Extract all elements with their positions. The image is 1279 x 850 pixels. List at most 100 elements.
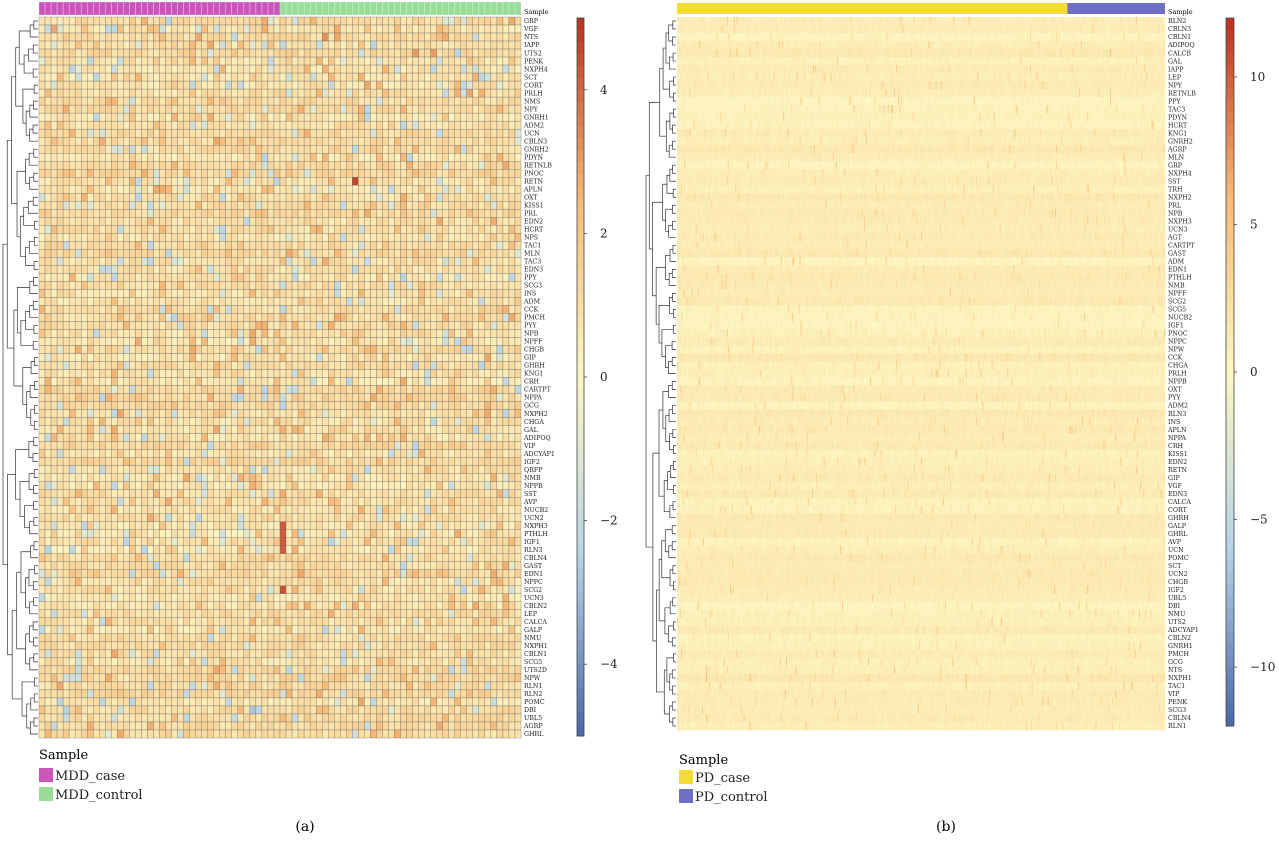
heatmap-cell (238, 113, 244, 121)
heatmap-cell (244, 161, 250, 169)
heatmap-cell (334, 137, 340, 145)
heatmap-cell (322, 89, 328, 97)
heatmap-cell (39, 129, 45, 137)
heatmap-cell (45, 81, 51, 89)
heatmap-cell (425, 89, 431, 97)
heatmap-cell (497, 65, 503, 73)
heatmap-cell (310, 177, 316, 185)
heatmap-cell (135, 73, 141, 81)
heatmap-cell (473, 17, 479, 25)
heatmap-cell (123, 177, 129, 185)
dendrogram-a-branch-59 (34, 470, 38, 478)
heatmap-cell (473, 169, 479, 177)
heatmap-cell (105, 81, 111, 89)
heatmap-cell (63, 49, 69, 57)
heatmap-cell (370, 73, 376, 81)
heatmap-cell (407, 65, 413, 73)
heatmap-cell (334, 81, 340, 89)
heatmap-cell (111, 41, 117, 49)
heatmap-cell (449, 153, 455, 161)
heatmap-cell (401, 65, 407, 73)
heatmap-cell (220, 89, 226, 97)
heatmap-cell (358, 153, 364, 161)
heatmap-cell (45, 105, 51, 113)
heatmap-cell (268, 185, 274, 193)
heatmap-cell (262, 25, 268, 33)
heatmap-cell (358, 177, 364, 185)
heatmap-cell (425, 33, 431, 41)
heatmap-cell (45, 161, 51, 169)
heatmap-cell (75, 169, 81, 177)
heatmap-cell (286, 177, 292, 185)
heatmap-cell (135, 81, 141, 89)
heatmap-cell (437, 97, 443, 105)
heatmap-cell (286, 73, 292, 81)
heatmap-cell (63, 113, 69, 121)
heatmap-cell (467, 49, 473, 57)
heatmap-cell (419, 57, 425, 65)
heatmap-cell (147, 121, 153, 129)
heatmap-cell (160, 137, 166, 145)
heatmap-cell (334, 113, 340, 121)
heatmap-cell (443, 89, 449, 97)
heatmap-cell (382, 193, 388, 201)
heatmap-cell (298, 145, 304, 153)
heatmap-cell (123, 113, 129, 121)
dendrogram-a-branch-73 (33, 582, 38, 590)
heatmap-cell (244, 25, 250, 33)
heatmap-cell (141, 65, 147, 73)
heatmap-cell (238, 57, 244, 65)
heatmap-cell (147, 137, 153, 145)
heatmap-cell (298, 137, 304, 145)
heatmap-cell (497, 177, 503, 185)
heatmap-cell (401, 161, 407, 169)
heatmap-cell (256, 169, 262, 177)
heatmap-cell (292, 97, 298, 105)
heatmap-cell (509, 201, 515, 209)
heatmap-cell (238, 89, 244, 97)
heatmap-cell (352, 89, 358, 97)
heatmap-cell (473, 41, 479, 49)
dendrogram-a-branch-61 (25, 506, 34, 528)
heatmap-cell (123, 41, 129, 49)
dendrogram-a-branch-71 (29, 570, 35, 586)
heatmap-cell (316, 121, 322, 129)
heatmap-cell (515, 137, 521, 145)
heatmap-cell (105, 65, 111, 73)
heatmap-cell (63, 41, 69, 49)
heatmap-cell (184, 57, 190, 65)
heatmap-cell (310, 33, 316, 41)
heatmap-cell (292, 177, 298, 185)
heatmap-cell (117, 33, 123, 41)
heatmap-cell (39, 105, 45, 113)
heatmap-cell (485, 33, 491, 41)
heatmap-cell (190, 161, 196, 169)
dendrogram-a-branch-25 (24, 207, 35, 225)
heatmap-cell (304, 185, 310, 193)
heatmap-cell (190, 145, 196, 153)
heatmap-cell (45, 49, 51, 57)
heatmap-cell (382, 97, 388, 105)
heatmap-cell (437, 81, 443, 89)
heatmap-cell (503, 145, 509, 153)
heatmap-cell (63, 193, 69, 201)
heatmap-cell (184, 113, 190, 121)
heatmap-cell (449, 177, 455, 185)
heatmap-cell (298, 129, 304, 137)
heatmap-cell (473, 121, 479, 129)
heatmap-cell (437, 41, 443, 49)
heatmap-cell (57, 97, 63, 105)
heatmap-cell (334, 97, 340, 105)
heatmap-cell (57, 209, 63, 217)
heatmap-cell (328, 113, 334, 121)
heatmap-cell (244, 121, 250, 129)
heatmap-cell (232, 153, 238, 161)
heatmap-cell (184, 129, 190, 137)
heatmap-cell (160, 25, 166, 33)
heatmap-cell (286, 121, 292, 129)
heatmap-cell (304, 201, 310, 209)
heatmap-cell (123, 81, 129, 89)
heatmap-cell (292, 57, 298, 65)
heatmap-cell (190, 49, 196, 57)
